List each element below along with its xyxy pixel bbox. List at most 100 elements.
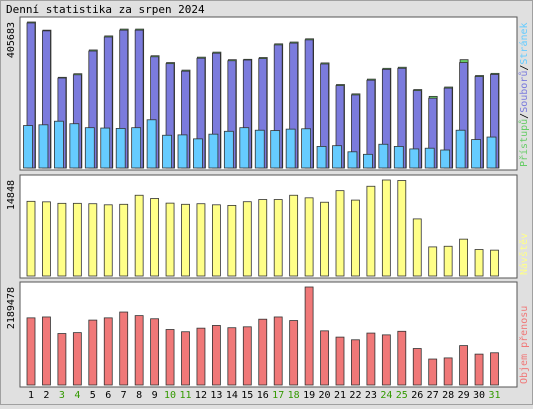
- legend-item: Přístupů: [518, 119, 530, 167]
- bar-kbytes-day-6: [103, 317, 113, 386]
- bar-kbytes-day-20: [320, 330, 329, 386]
- day-label-11: 11: [179, 390, 191, 401]
- day-label-31: 31: [488, 390, 500, 401]
- panel-bottom: 2189478 Objem přenosu: [6, 281, 530, 388]
- bar-pages-day-23: [362, 153, 373, 169]
- day-label-3: 3: [59, 390, 65, 401]
- panel-middle-max-label: 14848: [6, 180, 17, 210]
- bar-visits-day-21: [335, 190, 345, 277]
- bar-visits-day-12: [196, 203, 206, 277]
- bar-visits-day-24: [381, 179, 391, 277]
- bar-kbytes-day-4: [72, 332, 82, 386]
- bar-pages-day-5: [84, 127, 95, 169]
- day-label-23: 23: [365, 390, 377, 401]
- day-label-24: 24: [380, 390, 392, 401]
- bar-kbytes-day-14: [227, 327, 237, 386]
- bar-kbytes-day-7: [119, 311, 129, 386]
- day-label-14: 14: [226, 390, 238, 401]
- bar-pages-day-25: [393, 146, 404, 169]
- day-label-2: 2: [43, 390, 49, 401]
- bar-visits-day-7: [119, 203, 129, 277]
- bar-pages-day-12: [193, 138, 203, 169]
- bar-pages-day-20: [316, 146, 327, 169]
- day-label-12: 12: [195, 390, 207, 401]
- bar-kbytes-day-8: [134, 315, 144, 386]
- bar-visits-day-13: [211, 204, 221, 277]
- bar-pages-day-28: [440, 149, 451, 169]
- legend-item: /: [519, 65, 530, 71]
- bar-visits-day-27: [428, 246, 438, 277]
- bar-visits-day-16: [258, 199, 268, 277]
- bar-pages-day-4: [69, 123, 80, 169]
- bar-visits-day-10: [165, 202, 175, 277]
- bar-pages-day-6: [100, 127, 111, 169]
- bar-kbytes-day-23: [366, 332, 376, 386]
- bar-visits-day-4: [72, 202, 82, 277]
- bar-pages-day-10: [162, 134, 172, 169]
- panel-top-legend: Přístupů/Souborů/Stránek: [518, 22, 530, 167]
- bar-pages-day-8: [131, 127, 142, 169]
- day-label-30: 30: [473, 390, 485, 401]
- legend-item: Objem přenosu: [518, 306, 530, 384]
- bar-kbytes-day-25: [397, 330, 407, 386]
- bar-pages-day-26: [409, 148, 420, 169]
- bar-kbytes-day-31: [490, 352, 499, 386]
- legend-item: Návštěv: [518, 233, 530, 275]
- bar-visits-day-19: [304, 197, 314, 277]
- day-label-20: 20: [319, 390, 331, 401]
- bar-pages-day-27: [424, 147, 435, 169]
- bar-visits-day-14: [227, 204, 237, 277]
- panel-middle: 14848 Návštěv: [6, 174, 530, 279]
- chart-title: Denní statistika za srpen 2024: [6, 3, 205, 16]
- day-label-26: 26: [411, 390, 423, 401]
- day-label-13: 13: [210, 390, 222, 401]
- bar-visits-day-29: [459, 238, 469, 277]
- bar-visits-day-15: [242, 201, 252, 277]
- bar-kbytes-day-9: [150, 318, 160, 386]
- bar-kbytes-day-18: [289, 320, 299, 386]
- bar-kbytes-day-2: [42, 316, 51, 386]
- bar-visits-day-20: [320, 201, 329, 277]
- day-label-17: 17: [272, 390, 284, 401]
- day-label-19: 19: [303, 390, 315, 401]
- bar-visits-day-31: [490, 249, 499, 277]
- day-label-18: 18: [288, 390, 300, 401]
- bar-pages-day-29: [455, 129, 466, 169]
- bar-visits-day-6: [103, 204, 113, 277]
- bar-kbytes-day-19: [304, 286, 314, 386]
- legend-item: /: [519, 113, 530, 119]
- day-label-5: 5: [90, 390, 96, 401]
- bar-pages-day-1: [23, 125, 33, 169]
- day-labels: 1 2 3 4 5 6 7 8 9 10 11 12 13 14 15 16 17 18 19 20 21 22 23 24 2…: [28, 390, 501, 401]
- bar-pages-day-21: [332, 145, 342, 169]
- bar-pages-day-15: [239, 127, 250, 169]
- bar-kbytes-day-13: [211, 325, 221, 386]
- day-label-21: 21: [334, 390, 346, 401]
- day-label-6: 6: [105, 390, 111, 401]
- bar-kbytes-day-3: [57, 333, 67, 386]
- day-label-16: 16: [257, 390, 269, 401]
- bar-pages-day-14: [223, 130, 234, 169]
- day-label-28: 28: [442, 390, 454, 401]
- bar-kbytes-day-12: [196, 327, 206, 386]
- bar-kbytes-day-1: [26, 317, 36, 386]
- bar-kbytes-day-11: [181, 331, 190, 386]
- bar-visits-day-9: [150, 198, 160, 277]
- day-label-4: 4: [74, 390, 80, 401]
- bar-kbytes-day-21: [335, 336, 345, 386]
- day-label-9: 9: [152, 390, 158, 401]
- bar-visits-day-17: [273, 199, 283, 277]
- legend-item: Stránek: [518, 22, 530, 64]
- bar-visits-day-28: [443, 245, 453, 277]
- bar-pages-day-31: [486, 136, 497, 169]
- bar-visits-day-23: [366, 185, 376, 277]
- panel-bottom-max-label: 2189478: [6, 287, 17, 329]
- bar-pages-day-2: [38, 124, 49, 169]
- legend-item: Souborů: [518, 71, 530, 113]
- bar-kbytes-day-5: [88, 319, 98, 386]
- panel-bottom-legend: Objem přenosu: [518, 306, 530, 384]
- bar-kbytes-day-26: [412, 348, 422, 386]
- bar-kbytes-day-24: [381, 334, 391, 386]
